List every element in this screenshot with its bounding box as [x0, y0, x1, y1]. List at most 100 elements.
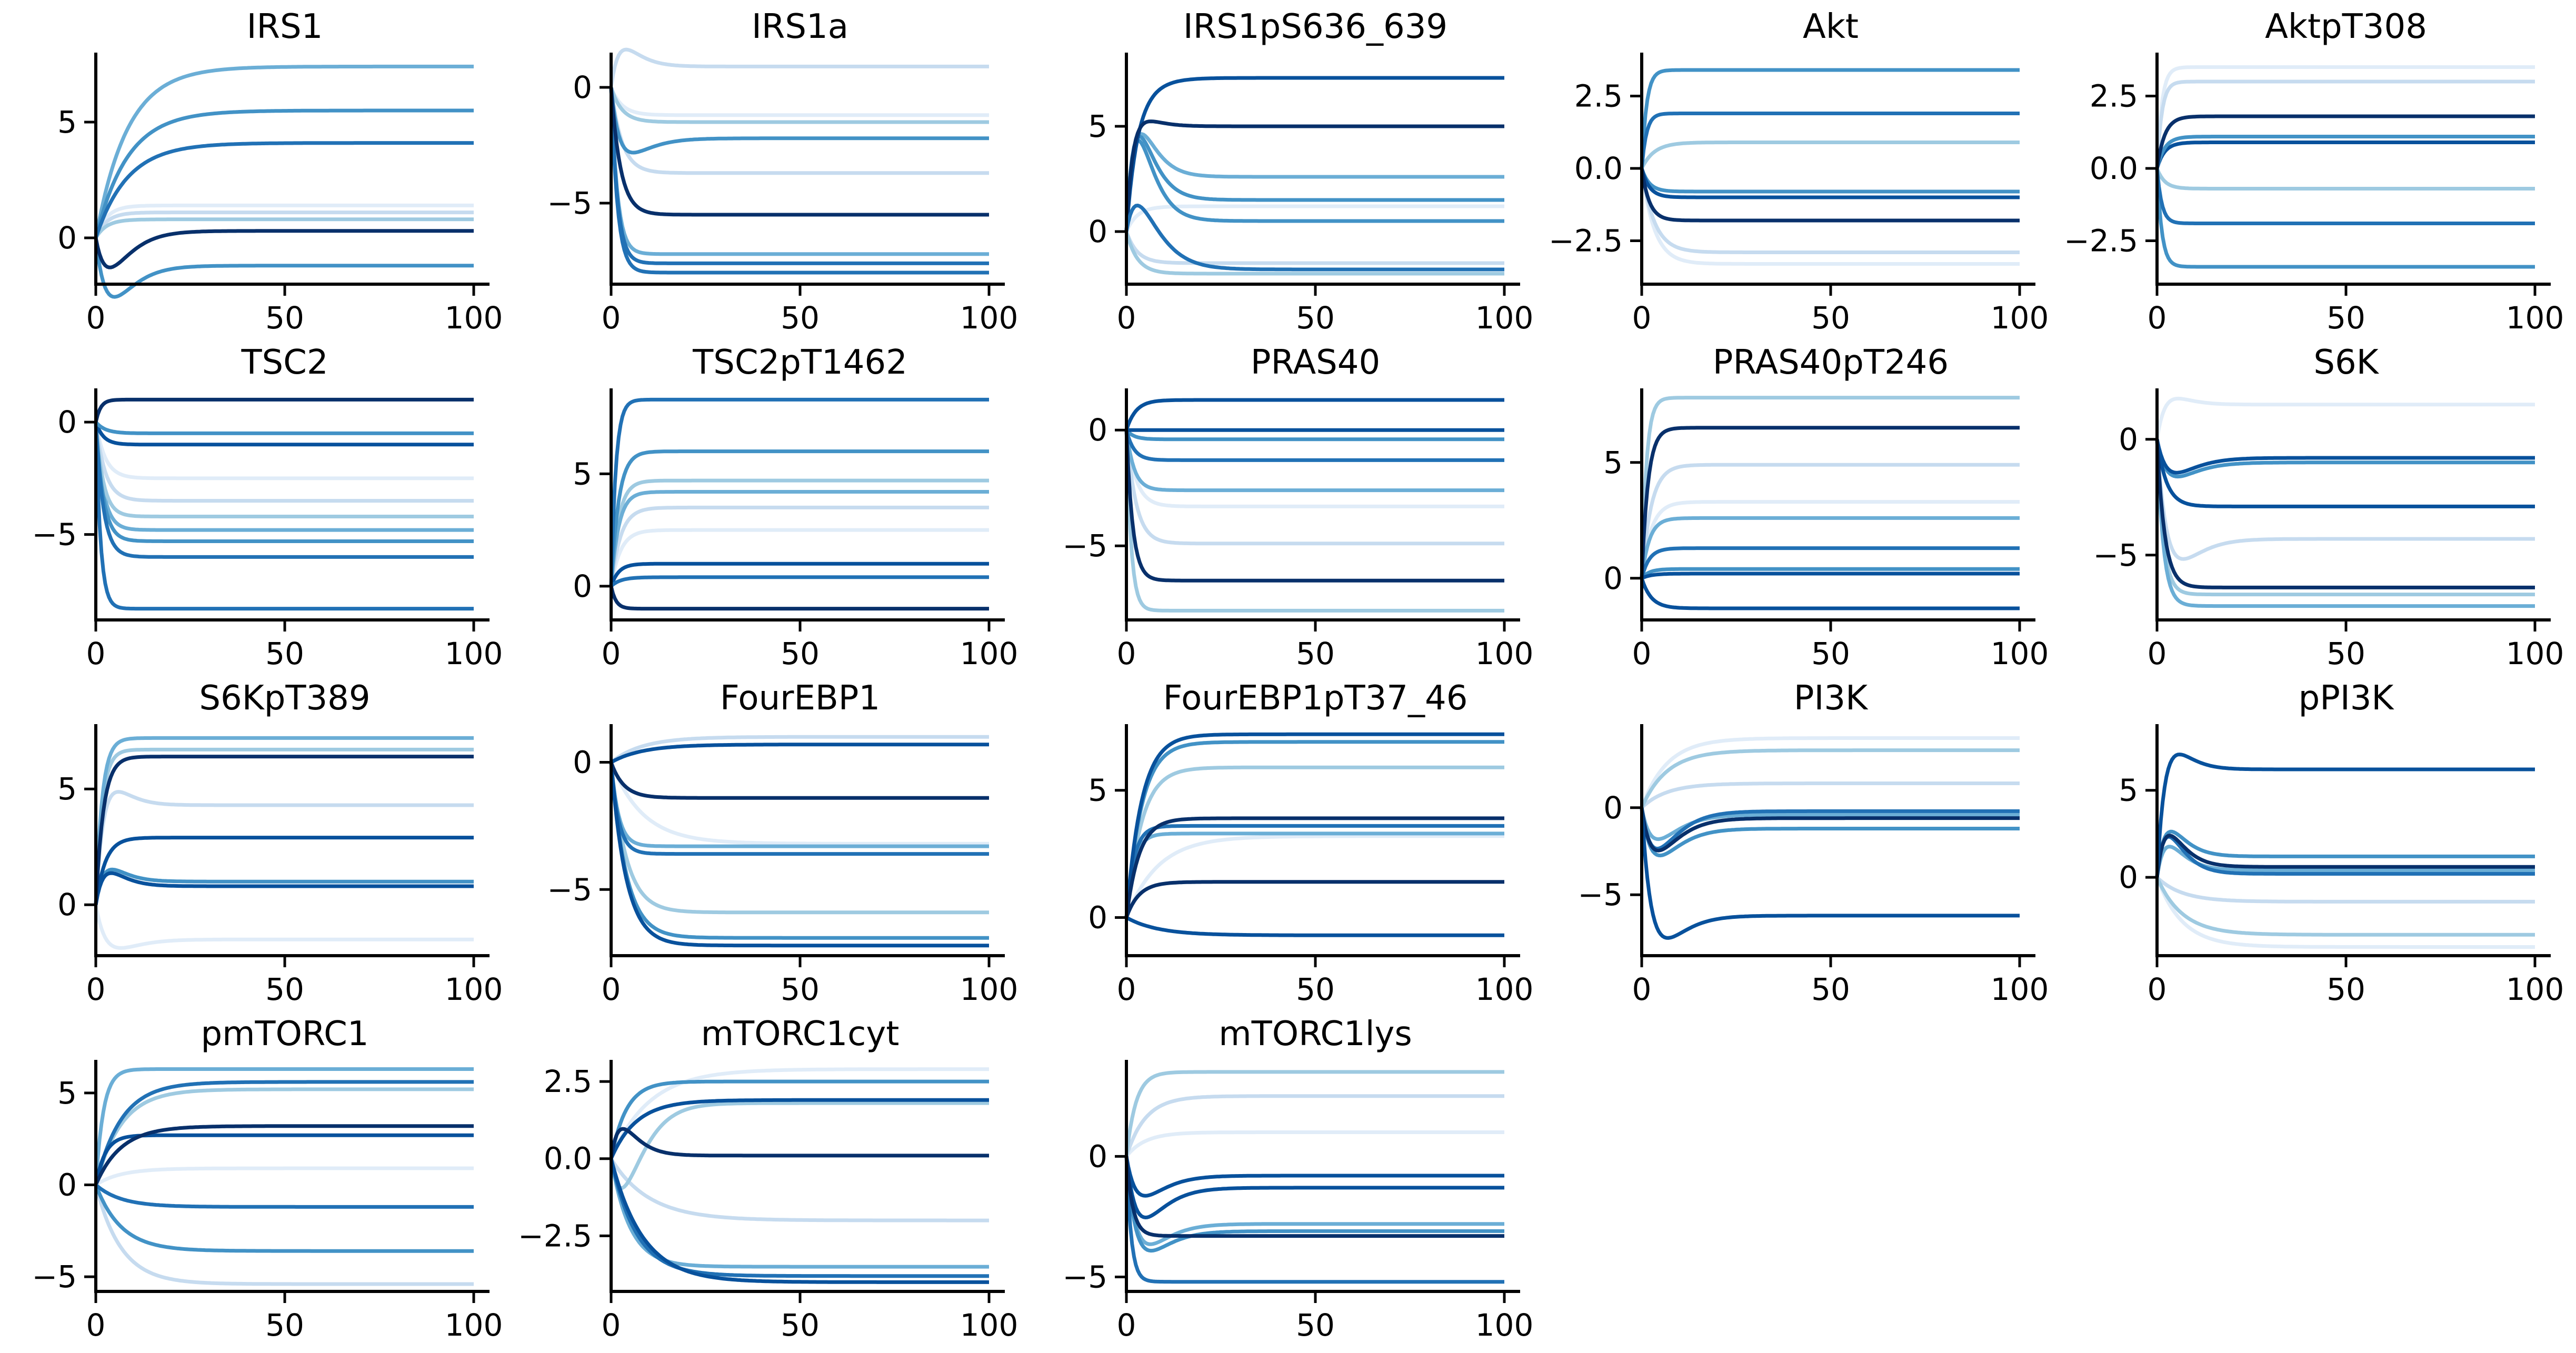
- subplot-title: pPI3K: [2299, 679, 2395, 718]
- series-line-8: [1640, 807, 2020, 940]
- y-tick-label: 0: [57, 1167, 77, 1202]
- series-line-3: [609, 478, 989, 587]
- x-tick-label: 100: [960, 636, 1019, 672]
- y-tick-label: 0.0: [2090, 151, 2138, 186]
- series-line-1: [94, 904, 474, 950]
- series-line-7: [94, 422, 474, 611]
- series-line-2: [95, 1166, 474, 1187]
- series-line-4: [1640, 516, 2020, 579]
- series-line-6: [2155, 439, 2535, 475]
- series-line-3: [1640, 748, 2020, 809]
- series-line-5: [2155, 168, 2535, 225]
- series-line-1: [609, 761, 989, 846]
- series-line-8: [94, 421, 474, 447]
- y-tick-label: −5: [547, 185, 593, 221]
- series-line-4: [1124, 429, 1504, 493]
- x-tick-label: 50: [781, 636, 820, 672]
- subplot-title: AktpT308: [2265, 7, 2427, 46]
- y-tick-label: 2.5: [2090, 78, 2138, 114]
- subplot-s6kpt389: S6KpT389 0 50 100 0 5: [57, 679, 503, 1007]
- series-line-3: [2155, 439, 2535, 597]
- subplot-s6k: S6K 0 50 100 0 −5: [2093, 343, 2564, 672]
- y-tick-label: −5: [1578, 877, 1623, 913]
- x-tick-label: 50: [781, 971, 820, 1007]
- y-tick-label: 0: [57, 220, 77, 256]
- x-tick-label: 100: [960, 971, 1019, 1007]
- series-line-9: [94, 1183, 474, 1209]
- series-line-3: [1640, 141, 2020, 169]
- series-line-2: [609, 47, 989, 88]
- series-line-8: [609, 1158, 989, 1284]
- y-tick-label: −5: [32, 1259, 77, 1295]
- x-tick-label: 50: [265, 971, 304, 1007]
- y-tick-label: 2.5: [544, 1064, 592, 1099]
- y-tick-label: 0: [1088, 1138, 1107, 1174]
- x-tick-label: 50: [2327, 971, 2365, 1007]
- series-line-5: [1640, 567, 2020, 580]
- x-tick-label: 100: [1475, 300, 1534, 336]
- y-tick-label: 0: [573, 745, 592, 780]
- series-line-2: [1124, 765, 1504, 918]
- y-tick-label: −2.5: [1549, 223, 1623, 259]
- x-tick-label: 0: [86, 971, 106, 1007]
- x-tick-label: 100: [2506, 971, 2564, 1007]
- series-line-10: [94, 397, 474, 423]
- y-tick-label: 5: [573, 456, 592, 492]
- x-tick-label: 0: [1632, 971, 1652, 1007]
- subplot-title: TSC2pT1462: [692, 343, 907, 382]
- series-line-3: [2155, 876, 2535, 937]
- series-line-5: [609, 87, 989, 155]
- y-tick-label: 5: [1088, 108, 1107, 144]
- series-line-6: [609, 762, 989, 856]
- series-line-4: [1124, 1156, 1504, 1246]
- series-line-6: [2155, 141, 2535, 169]
- subplot-pras40: PRAS40 0 50 100 0 −5: [1063, 343, 1534, 672]
- series-line-5: [1125, 428, 1504, 442]
- series-line-3: [1124, 831, 1504, 918]
- series-line-8: [1124, 1156, 1504, 1219]
- series-line-5: [94, 867, 474, 905]
- series-line-4: [1640, 68, 2020, 169]
- subplot-title: IRS1a: [752, 7, 848, 46]
- y-tick-label: −2.5: [2064, 223, 2138, 259]
- x-tick-label: 0: [2148, 971, 2167, 1007]
- series-line-1: [1640, 736, 2020, 809]
- subplot-tsc2pt1462: TSC2pT1462 0 50 100 0 5: [573, 343, 1018, 672]
- series-line-2: [94, 422, 474, 503]
- y-tick-label: −5: [2093, 537, 2139, 573]
- x-tick-label: 50: [1296, 1307, 1335, 1343]
- x-tick-label: 100: [1475, 1307, 1534, 1343]
- series-line-5: [1640, 807, 2020, 858]
- series-line-3: [1640, 396, 2020, 578]
- series-line-3: [94, 1067, 474, 1185]
- x-tick-label: 50: [1811, 300, 1850, 336]
- y-tick-label: 0: [1088, 899, 1107, 935]
- x-tick-label: 50: [265, 636, 304, 672]
- y-tick-label: 5: [2119, 773, 2138, 808]
- x-tick-label: 100: [1991, 636, 2049, 672]
- series-line-8: [1124, 119, 1504, 232]
- subplot-title: PRAS40pT246: [1713, 343, 1949, 382]
- subplot-title: IRS1pS636_639: [1183, 7, 1447, 46]
- series-line-8: [610, 575, 989, 588]
- series-line-8: [1124, 880, 1504, 918]
- x-tick-label: 100: [1991, 300, 2049, 336]
- series-line-9: [94, 420, 474, 435]
- series-line-9: [609, 586, 989, 611]
- series-line-6: [1640, 807, 2020, 851]
- series-line-7: [609, 562, 989, 587]
- subplot-mtorc1cyt: mTORC1cyt 0 50 100 2.5 0.0 −2.5: [518, 1015, 1018, 1343]
- y-tick-label: 5: [57, 771, 77, 807]
- series-line-1: [2155, 65, 2535, 169]
- series-line-2: [1124, 230, 1504, 265]
- x-tick-label: 100: [1991, 971, 2049, 1007]
- series-line-2: [1640, 168, 2020, 254]
- series-line-7: [1640, 168, 2020, 199]
- x-tick-label: 0: [1117, 971, 1136, 1007]
- series-line-1: [2155, 876, 2535, 949]
- series-line-6: [94, 1133, 474, 1186]
- series-line-6: [1124, 429, 1504, 462]
- series-line-6: [609, 1158, 989, 1269]
